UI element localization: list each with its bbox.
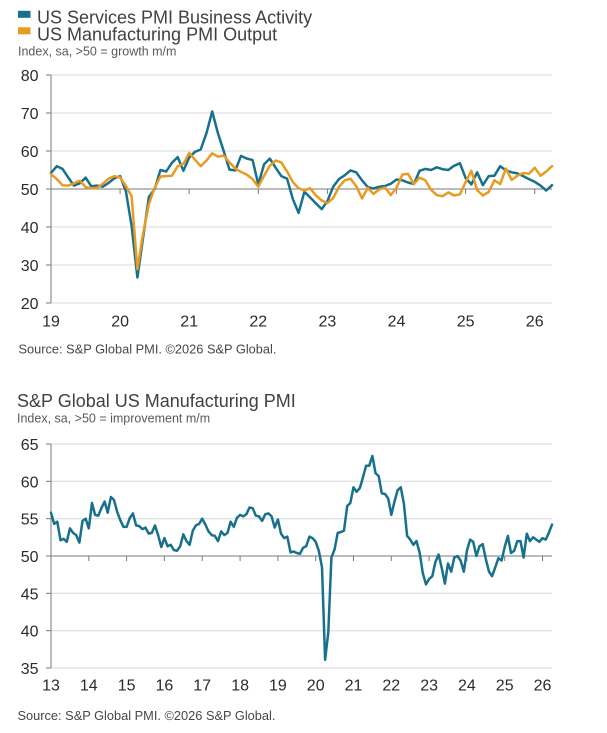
svg-text:50: 50: [21, 182, 39, 199]
svg-text:Index, sa, >50 = growth m/m: Index, sa, >50 = growth m/m: [18, 45, 176, 59]
svg-text:Index, sa, >50 = improvement m: Index, sa, >50 = improvement m/m: [17, 412, 210, 426]
svg-text:22: 22: [382, 678, 400, 695]
svg-text:25: 25: [496, 678, 514, 695]
svg-text:22: 22: [249, 314, 267, 331]
svg-text:23: 23: [420, 678, 438, 695]
svg-text:25: 25: [457, 314, 475, 331]
svg-text:21: 21: [180, 314, 198, 331]
svg-text:13: 13: [42, 678, 60, 695]
svg-text:S&P Global US Manufacturing PM: S&P Global US Manufacturing PMI: [17, 391, 296, 411]
svg-text:Source: S&P Global PMI. ©2026: Source: S&P Global PMI. ©2026 S&P Global…: [18, 708, 276, 723]
svg-text:24: 24: [458, 678, 476, 695]
svg-text:45: 45: [21, 586, 39, 603]
svg-text:40: 40: [21, 220, 39, 237]
svg-text:14: 14: [80, 678, 98, 695]
svg-text:26: 26: [534, 678, 552, 695]
svg-text:30: 30: [21, 258, 39, 275]
svg-text:26: 26: [526, 314, 544, 331]
svg-text:55: 55: [21, 512, 39, 529]
svg-text:70: 70: [21, 106, 39, 123]
svg-text:19: 19: [269, 678, 287, 695]
svg-text:15: 15: [118, 678, 136, 695]
svg-text:35: 35: [21, 661, 39, 678]
svg-text:20: 20: [307, 678, 325, 695]
svg-text:19: 19: [42, 314, 60, 331]
svg-text:23: 23: [319, 314, 337, 331]
svg-text:18: 18: [231, 678, 249, 695]
svg-text:US Manufacturing PMI Output: US Manufacturing PMI Output: [37, 25, 277, 45]
svg-text:60: 60: [21, 144, 39, 161]
svg-text:65: 65: [21, 437, 39, 454]
svg-text:40: 40: [21, 624, 39, 641]
svg-text:17: 17: [193, 678, 211, 695]
svg-text:20: 20: [21, 296, 39, 313]
svg-text:50: 50: [21, 549, 39, 566]
svg-text:60: 60: [21, 474, 39, 491]
svg-text:20: 20: [111, 314, 129, 331]
svg-text:24: 24: [388, 314, 406, 331]
svg-text:80: 80: [21, 68, 39, 85]
svg-text:US Services PMI Business Activ: US Services PMI Business Activity: [37, 8, 312, 28]
svg-text:Source: S&P Global PMI. ©2026: Source: S&P Global PMI. ©2026 S&P Global…: [19, 342, 277, 357]
svg-text:16: 16: [156, 678, 174, 695]
svg-text:21: 21: [345, 678, 363, 695]
